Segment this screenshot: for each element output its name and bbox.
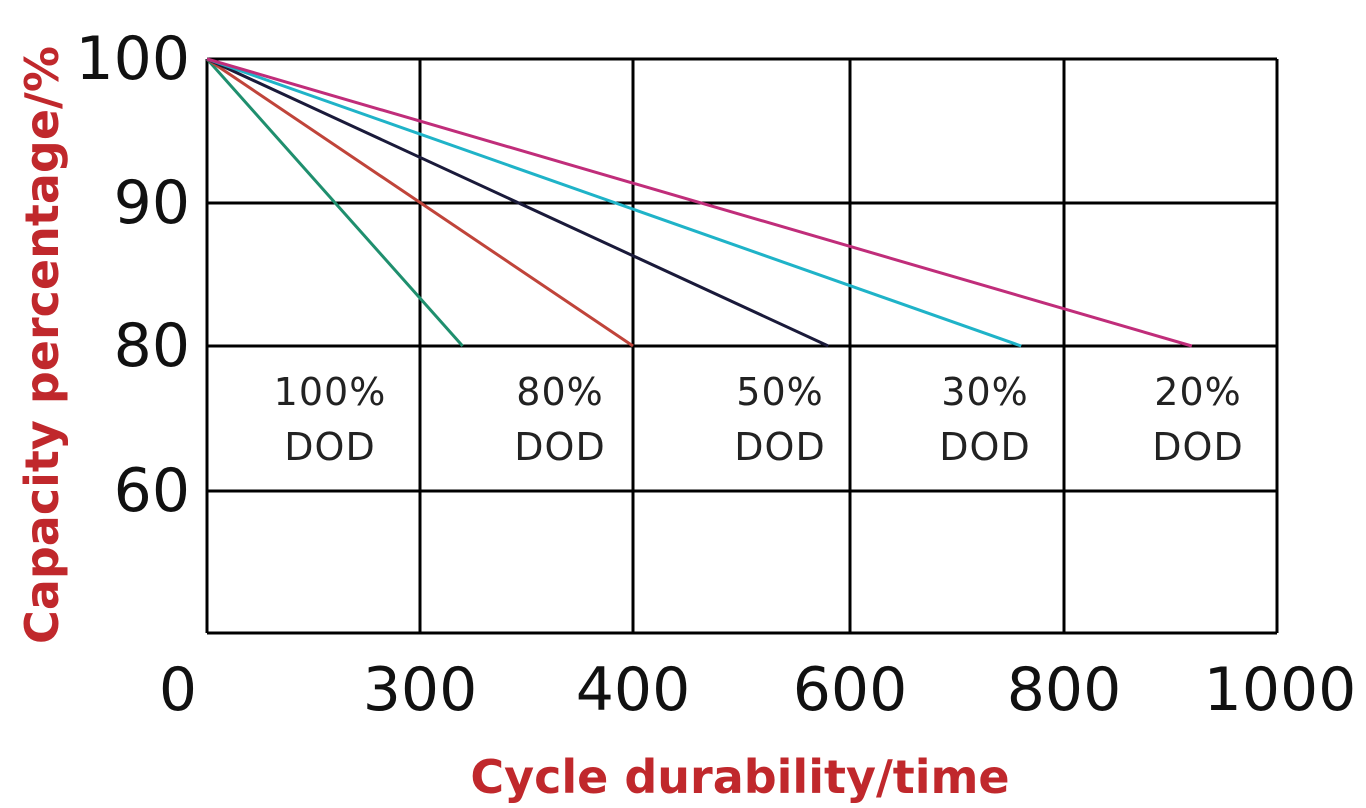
dod-label-text: DOD — [734, 425, 825, 469]
dod-label-percent: 20% — [1154, 370, 1241, 414]
dod-label-text: DOD — [1152, 425, 1243, 469]
chart-grid — [205, 57, 1279, 635]
series-lines — [205, 57, 1193, 348]
dod-label-percent: 80% — [516, 370, 603, 414]
dod-label-percent: 30% — [941, 370, 1028, 414]
dod-label-percent: 100% — [274, 370, 387, 414]
series-line-3 — [206, 57, 829, 348]
y-axis-ticks: 100 90 80 60 — [75, 24, 190, 526]
dod-label-text: DOD — [939, 425, 1030, 469]
x-tick-label: 1000 — [1204, 655, 1357, 725]
series-line-4 — [206, 57, 1022, 348]
series-line-5 — [206, 57, 1193, 348]
dod-label-text: DOD — [514, 425, 605, 469]
dod-label-percent: 50% — [736, 370, 823, 414]
x-tick-label: 400 — [576, 655, 691, 725]
y-tick-label: 80 — [114, 311, 190, 381]
x-tick-label: 300 — [363, 655, 478, 725]
series-line-2 — [206, 57, 634, 348]
x-axis-title: Cycle durability/time — [470, 750, 1009, 804]
dod-label-text: DOD — [284, 425, 375, 469]
y-tick-label: 100 — [75, 24, 190, 94]
x-axis-ticks: 0 300 400 600 800 1000 — [159, 655, 1356, 725]
x-tick-label: 0 — [159, 655, 197, 725]
x-tick-label: 600 — [793, 655, 908, 725]
y-axis-title: Capacity percentage/% — [15, 46, 69, 644]
series-line-1 — [205, 58, 464, 347]
dod-labels: 100% DOD 80% DOD 50% DOD 30% DOD 20% DOD — [274, 370, 1243, 469]
y-tick-label: 60 — [114, 456, 190, 526]
y-tick-label: 90 — [114, 168, 190, 238]
x-tick-label: 800 — [1007, 655, 1122, 725]
